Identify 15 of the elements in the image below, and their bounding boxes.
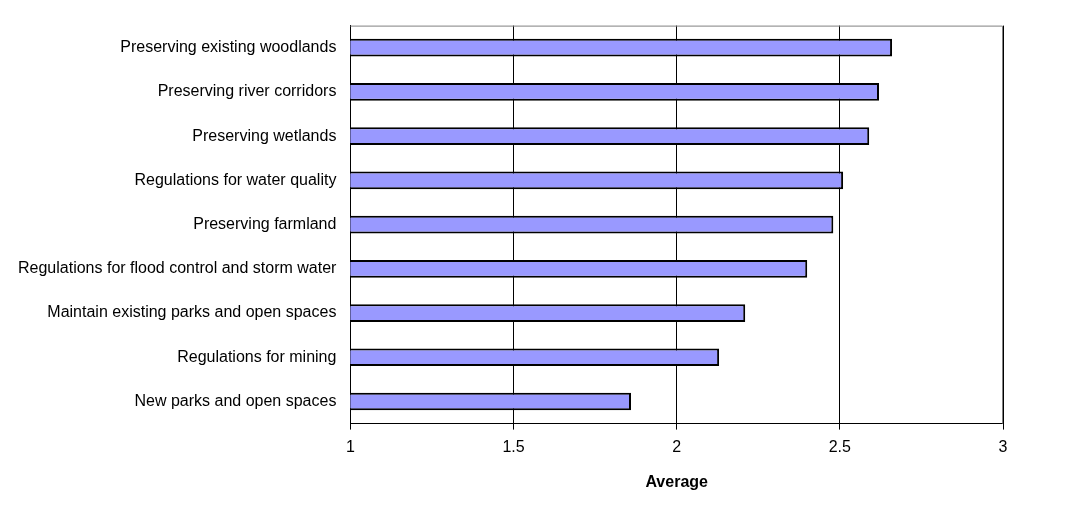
y-tick-label: Regulations for flood control and storm water <box>17 259 338 277</box>
x-tick-label: 2 <box>672 437 682 455</box>
x-axis-title: Average <box>645 472 709 490</box>
x-tick-label: 1.5 <box>502 437 525 455</box>
y-tick-label: New parks and open spaces <box>134 391 337 409</box>
y-tick-label: Preserving river corridors <box>157 82 337 100</box>
y-tick-label: Regulations for water quality <box>134 170 337 188</box>
y-tick-label: Maintain existing parks and open spaces <box>47 303 337 321</box>
y-tick-label: Preserving wetlands <box>192 126 337 144</box>
x-tick-label: 2.5 <box>828 437 852 455</box>
y-tick-label: Preserving existing woodlands <box>120 38 337 56</box>
x-tick-label: 1 <box>345 437 355 455</box>
x-tick-label: 3 <box>998 437 1008 455</box>
y-tick-label: Regulations for mining <box>177 347 337 365</box>
y-tick-label: Preserving farmland <box>193 215 337 233</box>
